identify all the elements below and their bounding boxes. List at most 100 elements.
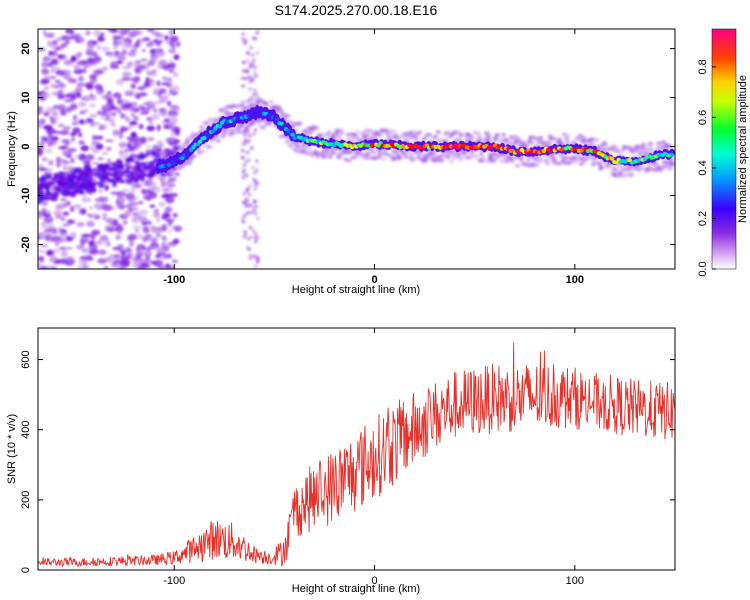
heatmap-noise-blob [91, 122, 101, 126]
heatmap-noise-blob [118, 35, 124, 41]
heatmap-halo-blob [321, 133, 327, 138]
heatmap-ridge-peak [217, 124, 223, 129]
heatmap-noise-blob [141, 48, 146, 53]
colorbar-tick-label: 0.4 [697, 160, 709, 175]
heatmap-noise-blob [125, 116, 131, 123]
heatmap-halo-blob [289, 120, 295, 125]
heatmap-noise-blob [98, 249, 107, 255]
heatmap-noise-blob [117, 108, 122, 114]
heatmap-halo-blob [486, 134, 492, 139]
heatmap-halo-blob [215, 138, 221, 143]
heatmap-noise-blob [105, 240, 111, 248]
heatmap-halo-blob [653, 162, 659, 167]
heatmap-halo-blob [473, 154, 478, 158]
heatmap-noise-blob [59, 109, 67, 116]
heatmap-halo-blob [185, 136, 191, 141]
heatmap-halo-blob [638, 166, 644, 171]
heatmap-noise-blob [48, 266, 58, 269]
heatmap-noise-blob [164, 206, 173, 214]
snr-axes: -100 0 100 0 200 400 600 [20, 328, 675, 587]
heatmap-noise-blob [255, 181, 260, 186]
heatmap-noise-blob [70, 157, 75, 164]
heatmap-noise-blob [89, 144, 96, 151]
heatmap-noise-blob [84, 160, 91, 167]
heatmap-noise-blob [251, 36, 256, 40]
heatmap-halo-blob [485, 130, 490, 135]
heatmap-noise-blob [86, 84, 94, 90]
heatmap-noise-blob [113, 175, 120, 180]
heatmap-noise-blob [40, 78, 50, 85]
heatmap-noise-blob [147, 136, 155, 142]
heatmap-noise-blob [54, 242, 60, 247]
heatmap-halo-blob [370, 150, 376, 155]
heatmap-noise-blob [110, 167, 116, 171]
heatmap-noise-blob [97, 157, 105, 161]
heatmap-noise-blob [76, 176, 82, 181]
heatmap-ridge-peak [268, 112, 273, 117]
heatmap-noise-blob [170, 85, 180, 92]
heatmap-noise-blob [249, 45, 254, 50]
heatmap-noise-blob [54, 79, 62, 84]
heatmap-noise-blob [243, 76, 248, 81]
heatmap-halo-blob [285, 140, 291, 145]
heatmap-noise-blob [148, 118, 154, 126]
heatmap-noise-blob [111, 162, 116, 166]
heatmap-noise-blob [113, 258, 120, 266]
heatmap-noise-blob [154, 226, 163, 233]
heatmap-halo-blob [366, 150, 371, 155]
heatmap-noise-blob [156, 80, 161, 87]
snr-ytick-label: 0 [20, 567, 32, 573]
figure-title: S174.2025.270.00.18.E16 [275, 2, 438, 18]
heatmap-halo-blob [199, 125, 204, 129]
heatmap-noise-blob [248, 203, 253, 207]
heatmap-noise-blob [166, 228, 173, 234]
heatmap-noise-blob [58, 226, 63, 232]
heatmap-halo-blob [468, 155, 474, 160]
heatmap-noise-blob [89, 248, 99, 255]
heatmap-halo-blob [493, 137, 499, 142]
heatmap-noise-blob [242, 214, 247, 218]
heatmap-noise-blob [56, 104, 66, 109]
heatmap-halo-blob [285, 113, 291, 118]
heatmap-noise-blob [130, 112, 136, 117]
heatmap-halo-blob [458, 156, 464, 161]
heatmap-halo-blob [221, 131, 227, 136]
heatmap-noise-blob [43, 92, 51, 98]
heatmap-noise-blob [91, 168, 98, 172]
heatmap-noise-blob [170, 132, 178, 136]
heatmap-noise-blob [173, 54, 180, 61]
heatmap-noise-blob [165, 139, 175, 143]
heatmap-halo-blob [628, 168, 633, 173]
heatmap-halo-blob [479, 151, 484, 156]
heatmap-ridge-peak [180, 156, 185, 160]
heatmap-noise-blob [171, 259, 178, 264]
snr-ytick-label: 600 [20, 350, 32, 368]
heatmap-noise-blob [38, 215, 44, 219]
heatmap-halo-blob [613, 145, 619, 150]
heatmap-noise-blob [102, 213, 108, 218]
heatmap-noise-blob [43, 216, 54, 223]
heatmap-halo-blob [510, 159, 516, 164]
heatmap-noise-blob [162, 93, 171, 98]
heatmap-halo-blob [451, 154, 457, 159]
heatmap-noise-blob [157, 91, 163, 98]
heatmap-halo-blob [643, 147, 649, 151]
heatmap-noise-blob [96, 242, 105, 246]
heatmap-noise-blob [156, 124, 161, 132]
heatmap-halo-blob [429, 154, 435, 159]
heatmap-halo-blob [268, 100, 274, 105]
heatmap-noise-blob [75, 86, 83, 94]
heatmap-halo-blob [551, 136, 557, 141]
heatmap-noise-blob [88, 94, 97, 101]
heatmap-halo-blob [547, 141, 553, 146]
heatmap-noise-blob [76, 244, 84, 250]
heatmap-halo-blob [327, 153, 333, 158]
heatmap-noise-blob [97, 189, 104, 194]
heatmap-noise-blob [136, 154, 145, 160]
heatmap-noise-blob [103, 265, 109, 269]
heatmap-noise-blob [134, 228, 140, 233]
heatmap-noise-blob [118, 152, 129, 159]
heatmap-halo-blob [230, 131, 236, 136]
heatmap-xtick-label: 100 [566, 274, 584, 286]
heatmap-noise-blob [135, 251, 142, 258]
